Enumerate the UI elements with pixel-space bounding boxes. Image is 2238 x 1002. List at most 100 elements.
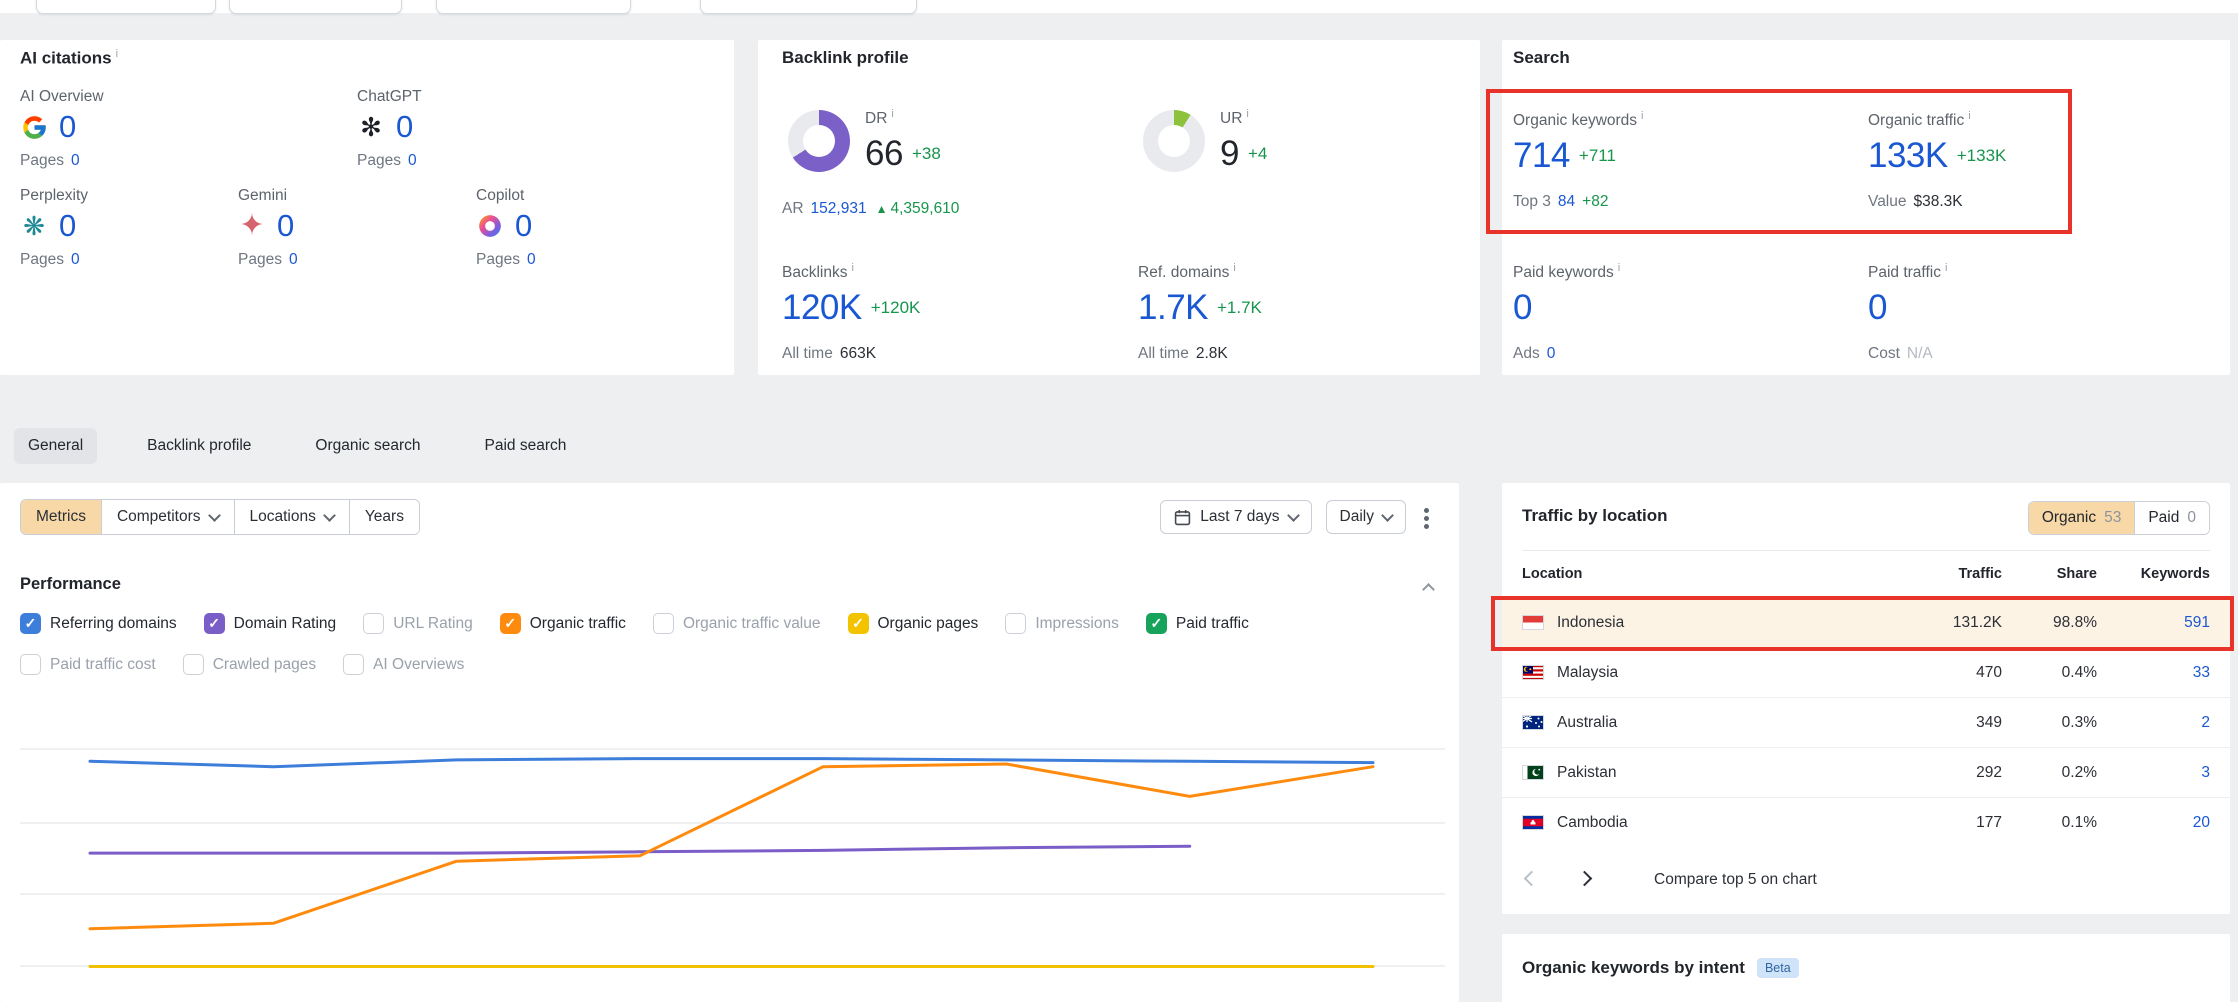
traffic-value: 177 xyxy=(1976,813,2002,831)
location-row-pakistan[interactable]: Pakistan 292 0.2% 3 xyxy=(1502,747,2230,797)
tab-paid-search[interactable]: Paid search xyxy=(484,437,567,454)
info-icon[interactable]: i xyxy=(891,108,894,120)
keywords-link[interactable]: 3 xyxy=(2201,763,2210,781)
info-icon[interactable]: i xyxy=(1641,110,1644,122)
filter-competitors[interactable]: Competitors xyxy=(100,500,234,534)
pages-value-link[interactable]: 0 xyxy=(70,251,80,268)
keywords-by-intent-title: Organic keywords by intent xyxy=(1522,958,1745,977)
ads-value-link[interactable]: 0 xyxy=(1546,345,1556,363)
top-partial-input[interactable] xyxy=(36,0,216,14)
info-icon[interactable]: i xyxy=(1617,262,1621,274)
info-icon[interactable]: i xyxy=(115,48,119,60)
pages-value-link[interactable]: 0 xyxy=(407,152,417,169)
metric-checkbox-referring-domains[interactable]: Referring domains xyxy=(20,613,177,634)
cost-label: Cost xyxy=(1868,345,1900,363)
compare-top5-action[interactable]: Compare top 5 on chart xyxy=(1654,870,1817,888)
chart-line-referring-domains xyxy=(88,757,1375,769)
metric-label: Crawled pages xyxy=(212,655,317,673)
next-page-button[interactable] xyxy=(1575,868,1594,891)
metric-checkbox-organic-traffic[interactable]: Organic traffic xyxy=(499,613,626,634)
info-icon[interactable]: i xyxy=(1246,108,1249,120)
filter-label: Metrics xyxy=(36,508,86,525)
traffic-by-location-title: Traffic by location xyxy=(1522,506,1668,525)
kebab-menu-icon[interactable] xyxy=(1424,507,1429,513)
toggle-paid[interactable]: Paid 0 xyxy=(2134,502,2209,534)
top-partial-input[interactable] xyxy=(436,0,631,14)
filter-label: Years xyxy=(364,508,404,525)
prev-page-button[interactable] xyxy=(1522,868,1541,891)
keywords-link[interactable]: 20 xyxy=(2192,813,2210,831)
metric-checkbox-crawled-pages[interactable]: Crawled pages xyxy=(182,654,317,675)
location-row-cambodia[interactable]: Cambodia 177 0.1% 20 xyxy=(1502,797,2230,847)
metric-checkbox-ai-overviews[interactable]: AI Overviews xyxy=(343,654,464,675)
filter-years[interactable]: Years xyxy=(348,500,419,534)
dr-value: 66 xyxy=(865,134,903,174)
pages-label: Pages xyxy=(20,152,64,169)
col-keywords: Keywords xyxy=(2140,566,2210,582)
metric-checkbox-paid-traffic[interactable]: Paid traffic xyxy=(1145,613,1249,634)
keywords-link[interactable]: 33 xyxy=(2192,663,2210,681)
metric-checkbox-organic-traffic-value[interactable]: Organic traffic value xyxy=(652,613,821,634)
pages-label: Pages xyxy=(476,251,520,268)
keywords-by-intent-card: Organic keywords by intent Beta xyxy=(1502,934,2230,1002)
ai-citation-block: AI Overview 0 Pages 0 xyxy=(20,88,104,170)
tab-general[interactable]: General xyxy=(14,428,98,464)
tab-backlink-profile[interactable]: Backlink profile xyxy=(147,437,252,454)
paid-keywords-label: Paid keywords i xyxy=(1513,262,1621,282)
metric-checkbox-organic-pages[interactable]: Organic pages xyxy=(847,613,979,634)
collapse-section-button[interactable] xyxy=(1422,581,1435,599)
info-icon[interactable]: i xyxy=(1233,262,1236,274)
metric-label: Paid traffic cost xyxy=(50,655,156,673)
keywords-link[interactable]: 2 xyxy=(2201,713,2210,731)
country-name: Pakistan xyxy=(1557,763,1617,781)
date-range-button[interactable]: Last 7 days xyxy=(1160,500,1312,534)
chevron-down-icon xyxy=(207,509,221,522)
info-icon[interactable]: i xyxy=(851,262,854,274)
granularity-button[interactable]: Daily xyxy=(1325,500,1406,534)
location-row-australia[interactable]: Australia 349 0.3% 2 xyxy=(1502,697,2230,747)
traffic-value: 349 xyxy=(1976,713,2002,731)
chevron-right-icon xyxy=(1576,870,1593,887)
top3-delta: +82 xyxy=(1582,193,1609,211)
toggle-organic-count: 53 xyxy=(2104,509,2122,526)
location-row-malaysia[interactable]: Malaysia 470 0.4% 33 xyxy=(1502,647,2230,697)
keywords-link[interactable]: 591 xyxy=(2184,613,2210,631)
info-icon[interactable]: i xyxy=(1944,262,1948,274)
toggle-organic[interactable]: Organic 53 xyxy=(2028,502,2135,534)
location-row-indonesia[interactable]: Indonesia 131.2K 98.8% 591 xyxy=(1502,597,2230,647)
pages-value-link[interactable]: 0 xyxy=(70,152,80,169)
metric-checkbox-impressions[interactable]: Impressions xyxy=(1005,613,1119,634)
backlinks-label: Backlinks i xyxy=(782,262,854,282)
performance-line-chart xyxy=(20,748,1445,968)
organic-traffic-value: 133K xyxy=(1868,136,1948,176)
info-icon[interactable]: i xyxy=(1968,110,1971,122)
metric-label: Impressions xyxy=(1035,614,1119,632)
checkbox-icon xyxy=(847,613,869,634)
filter-locations[interactable]: Locations xyxy=(233,500,349,534)
checkbox-icon xyxy=(1005,613,1027,634)
ref-domains-delta: +1.7K xyxy=(1217,298,1262,318)
pages-value-link[interactable]: 0 xyxy=(526,251,536,268)
metric-checkbox-domain-rating[interactable]: Domain Rating xyxy=(203,613,336,634)
organic-traffic-label: Organic traffic i xyxy=(1868,110,1971,130)
metric-label: Organic pages xyxy=(877,614,979,632)
calendar-icon xyxy=(1174,509,1191,526)
top-partial-input[interactable] xyxy=(700,0,917,14)
metric-checkbox-url-rating[interactable]: URL Rating xyxy=(363,613,473,634)
filter-metrics[interactable]: Metrics xyxy=(21,500,101,534)
cost-value: N/A xyxy=(1906,345,1933,363)
tab-organic-search[interactable]: Organic search xyxy=(315,437,421,454)
top3-value-link[interactable]: 84 xyxy=(1557,193,1576,211)
col-traffic: Traffic xyxy=(1958,566,2002,582)
metric-checkbox-paid-traffic-cost[interactable]: Paid traffic cost xyxy=(20,654,156,675)
pages-value-link[interactable]: 0 xyxy=(288,251,298,268)
pages-label: Pages xyxy=(20,251,64,268)
top-partial-input[interactable] xyxy=(229,0,402,14)
ai-citations-title: AI citations xyxy=(20,48,112,68)
ar-value-link[interactable]: 152,931 xyxy=(810,200,867,217)
share-value: 0.3% xyxy=(2061,713,2097,731)
paid-traffic-label: Paid traffic i xyxy=(1868,262,1948,282)
ai-item-value: 0 xyxy=(59,109,77,144)
granularity-label: Daily xyxy=(1339,508,1374,525)
backlinks-value: 120K xyxy=(782,288,862,328)
